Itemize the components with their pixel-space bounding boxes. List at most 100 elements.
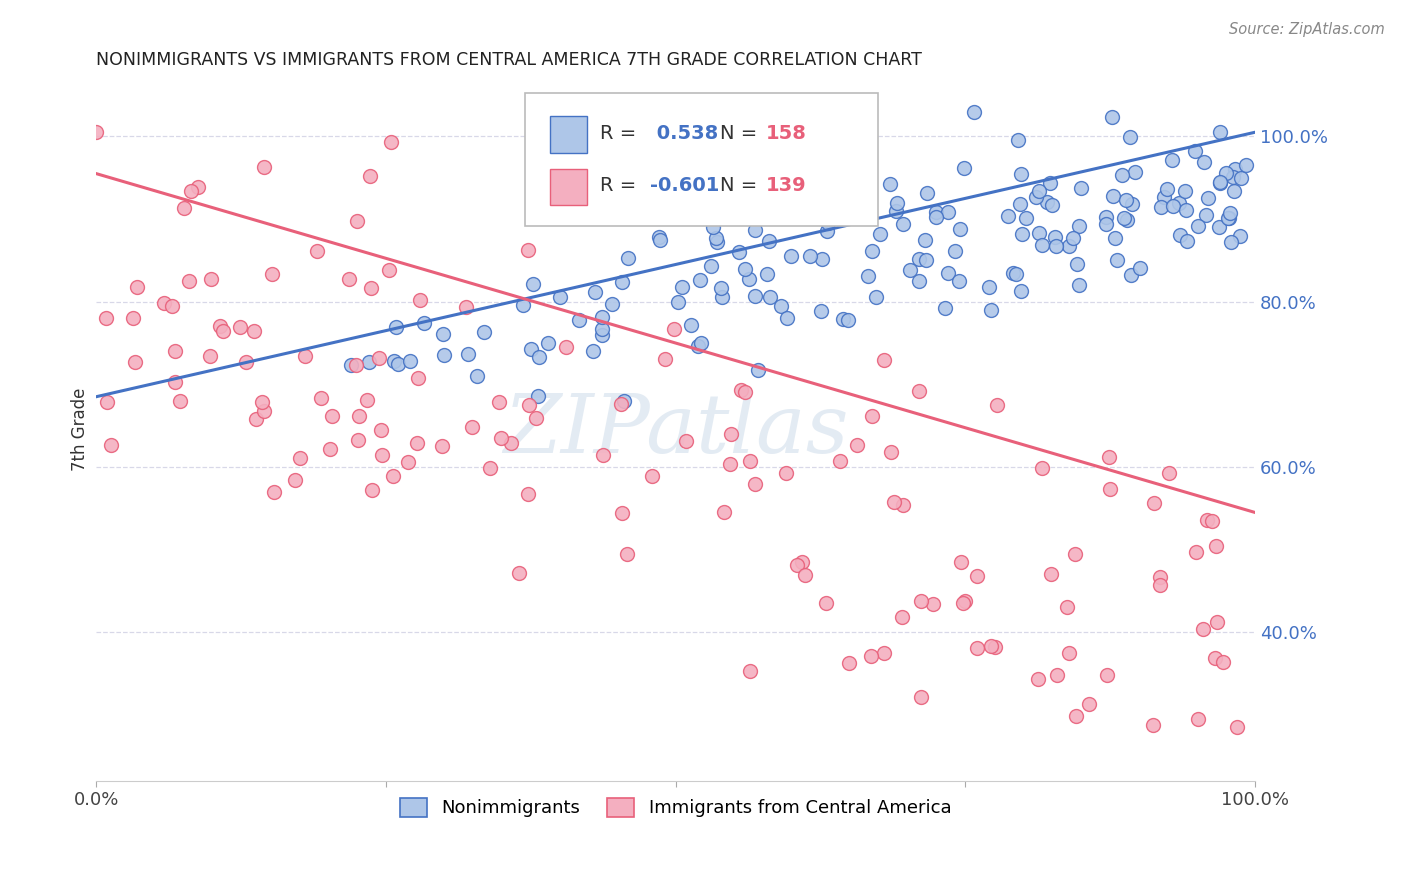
Point [1175,235,1198,249]
Point [1197,191,1219,205]
Point [908,274,931,288]
Point [491,431,513,445]
Point [654,351,676,366]
Point [1150,200,1173,214]
Point [908,384,931,398]
Point [457,347,479,361]
Text: 0.538: 0.538 [650,124,718,143]
Point [382,354,405,368]
Point [382,469,405,483]
Point [1212,655,1234,669]
Point [1208,219,1230,234]
Point [347,433,370,447]
Point [979,279,1001,293]
Point [1010,167,1032,181]
Point [409,293,432,308]
Point [869,227,891,241]
FancyBboxPatch shape [550,116,588,153]
Point [980,639,1002,653]
Point [432,326,454,341]
Point [465,369,488,384]
Point [838,656,860,670]
Point [1026,672,1049,686]
Point [527,350,550,364]
Point [1064,708,1087,723]
Point [1209,176,1232,190]
Point [1105,253,1128,268]
Point [786,558,808,573]
Point [948,222,970,236]
Point [711,290,734,304]
Point [100,438,122,452]
Point [984,640,1007,654]
Point [1111,168,1133,182]
Point [163,375,186,389]
Point [814,596,837,610]
Point [516,243,538,257]
Point [828,454,851,468]
Point [648,230,671,244]
Point [370,423,392,437]
Point [243,324,266,338]
Point [253,404,276,418]
Point [1185,545,1208,559]
Point [810,303,832,318]
Point [720,427,742,442]
Text: 139: 139 [766,176,807,195]
Point [1010,197,1032,211]
Point [671,280,693,294]
Point [512,298,534,312]
Point [163,343,186,358]
Point [704,231,727,245]
Point [1234,158,1257,172]
Point [744,223,766,237]
Point [1222,184,1244,198]
Point [755,267,778,281]
Point [883,494,905,508]
Point [953,594,976,608]
Point [1040,566,1063,581]
Point [997,210,1019,224]
Point [1209,124,1232,138]
Point [517,487,540,501]
Point [689,273,711,287]
Point [980,303,1002,318]
Point [1225,161,1247,176]
Point [337,272,360,286]
Point [508,566,530,581]
Point [592,448,614,462]
Point [1174,202,1197,217]
Point [666,294,689,309]
Text: ZIPatlas: ZIPatlas [503,390,848,470]
Point [1066,257,1088,271]
Point [378,263,401,277]
Point [860,244,883,258]
Point [311,391,333,405]
Point [406,435,429,450]
Point [1230,171,1253,186]
Point [908,252,931,266]
Point [1046,668,1069,682]
Point [690,336,713,351]
Point [360,281,382,295]
Point [1067,277,1090,292]
Point [124,355,146,369]
Point [884,203,907,218]
Point [734,262,756,277]
Point [710,281,733,295]
Point [730,383,752,397]
Point [385,319,408,334]
Point [1184,144,1206,158]
Point [472,326,495,340]
Point [948,274,970,288]
Point [1095,217,1118,231]
Point [769,299,792,313]
Point [122,311,145,326]
Point [648,233,671,247]
Text: N =: N = [720,124,763,143]
Point [1129,261,1152,276]
Point [1222,170,1244,185]
Point [371,448,394,462]
Point [963,104,986,119]
Point [664,322,686,336]
